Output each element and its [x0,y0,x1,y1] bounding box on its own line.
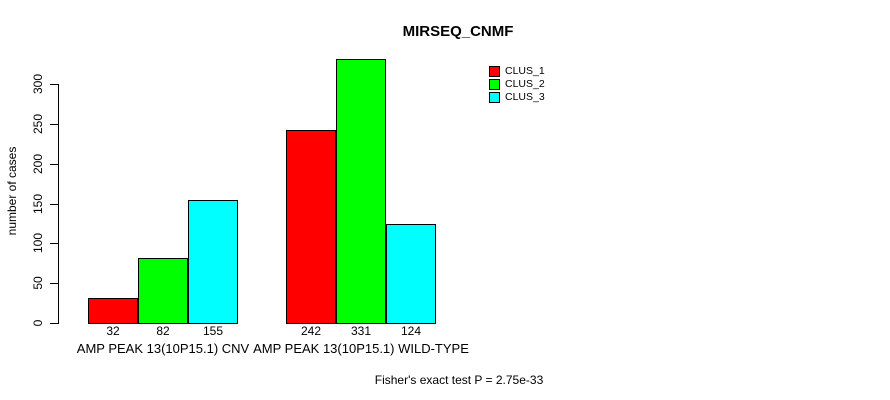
bar-value-label: 331 [350,324,372,338]
bar-value-label: 124 [400,324,422,338]
y-tick [50,243,58,245]
legend-label: CLUS_3 [505,91,545,104]
y-tick [50,84,58,85]
chart-title: MIRSEQ_CNMF [402,23,514,40]
y-tick [50,323,58,324]
y-axis-line [58,84,59,324]
bar-clus-2-group-2 [336,59,386,324]
bar-clus-1-group-2 [286,130,336,324]
category-label: AMP PEAK 13(10P15.1) WILD-TYPE [253,341,469,356]
legend-swatch-clus-1 [489,66,500,77]
legend-label: CLUS_2 [505,78,545,91]
legend-swatch-clus-2 [489,79,500,90]
bar-value-label: 32 [106,324,120,338]
bar-clus-3-group-1 [188,200,238,324]
y-tick [50,203,58,205]
bar-clus-2-group-1 [138,258,188,324]
bar-value-label: 82 [156,324,170,338]
y-tick [50,163,58,165]
legend-item: CLUS_2 [489,79,545,90]
bar-value-label: 242 [300,324,322,338]
bar-value-label: 155 [202,324,224,338]
bar-clus-3-group-2 [386,224,436,324]
legend: CLUS_1 CLUS_2 CLUS_3 [489,66,545,103]
legend-item: CLUS_3 [489,92,545,103]
legend-label: CLUS_1 [505,65,545,78]
category-label: AMP PEAK 13(10P15.1) CNV [76,341,250,356]
y-tick [50,123,58,125]
y-tick [50,283,58,285]
fisher-test-note: Fisher's exact test P = 2.75e-33 [374,373,544,387]
bar-clus-1-group-1 [88,298,138,324]
legend-item: CLUS_1 [489,66,545,77]
legend-swatch-clus-3 [489,92,500,103]
